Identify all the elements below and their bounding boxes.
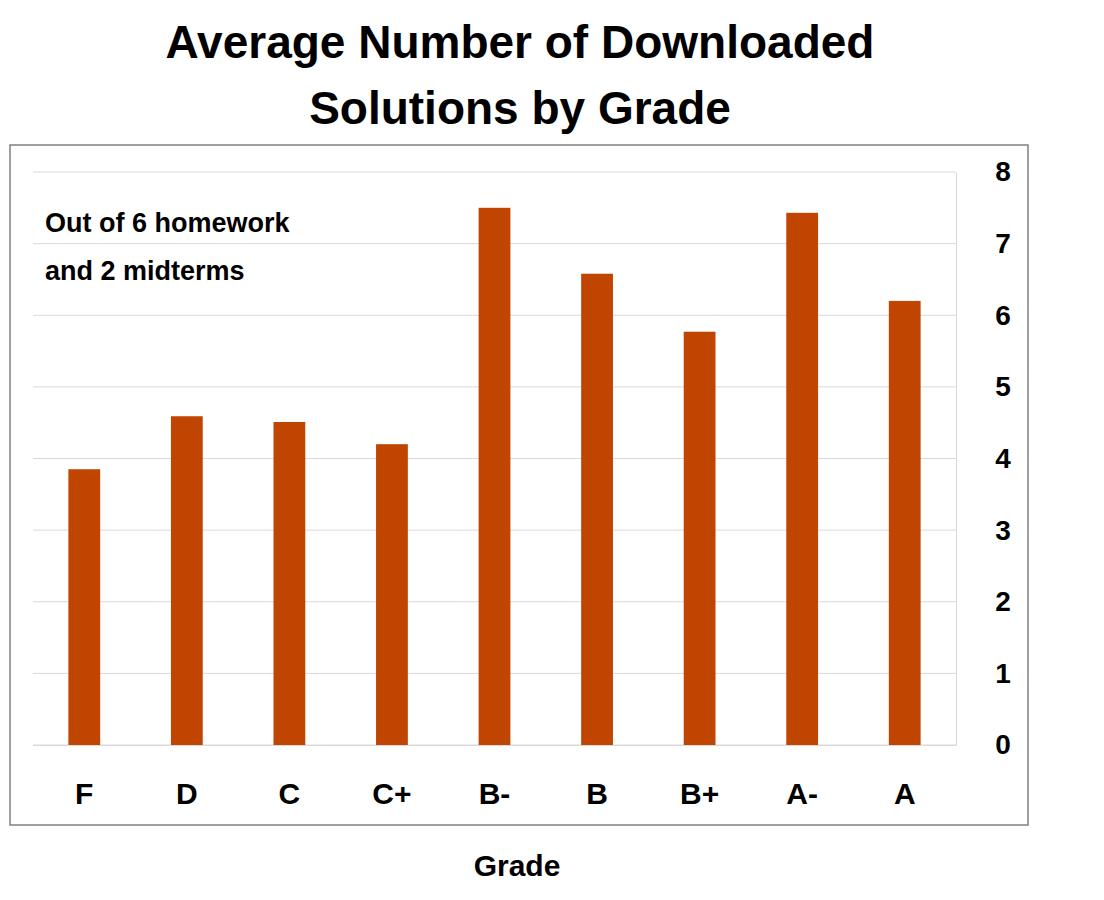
bar xyxy=(581,274,613,745)
title: Average Number of DownloadedSolutions by… xyxy=(166,16,875,134)
y-tick-label: 5 xyxy=(995,371,1011,402)
chart: 0 1 2 3 4 5 6 7 8 F D C C+ B- B B+ A- A Average Number of … xyxy=(0,0,1104,900)
y-tick-label: 6 xyxy=(995,300,1011,331)
x-tick: D xyxy=(176,745,198,810)
x-tick: B xyxy=(586,745,608,810)
x-tick: B- xyxy=(479,745,511,810)
y-tick-label: 8 xyxy=(995,156,1011,187)
x-tick-label: B+ xyxy=(680,777,719,810)
bar xyxy=(684,332,716,745)
x-axis: F D C C+ B- B B+ A- A xyxy=(34,745,957,810)
frame xyxy=(10,145,1028,825)
bar xyxy=(479,208,511,745)
y-tick: 5 xyxy=(956,371,1011,402)
bar xyxy=(171,416,203,745)
x-tick: C+ xyxy=(372,745,411,810)
x-tick-label: A xyxy=(894,777,916,810)
y-tick-label: 0 xyxy=(995,729,1011,760)
y-tick: 8 xyxy=(956,156,1011,187)
grid-line xyxy=(33,172,956,173)
y-tick: 1 xyxy=(956,658,1011,689)
x-tick-label: B- xyxy=(479,777,511,810)
y-axis-line xyxy=(956,173,957,746)
x-tick: A- xyxy=(786,745,818,810)
annotation: Out of 6 homeworkand 2 midterms xyxy=(45,208,291,286)
x-tick: A xyxy=(894,745,916,810)
y-tick: 2 xyxy=(956,586,1011,617)
grid xyxy=(33,172,956,745)
x-axis-line xyxy=(34,745,957,746)
x-tick-label: A- xyxy=(786,777,818,810)
bar xyxy=(786,213,818,745)
y-tick-label: 1 xyxy=(995,658,1011,689)
x-axis-title: Grade xyxy=(474,849,561,882)
x-tick: F xyxy=(75,745,93,810)
x-tick: C xyxy=(279,745,301,810)
x-tick-label: F xyxy=(75,777,93,810)
x-tick-label: D xyxy=(176,777,198,810)
bar xyxy=(273,422,305,745)
y-tick-label: 7 xyxy=(995,228,1011,259)
bar xyxy=(376,444,408,745)
y-tick-label: 3 xyxy=(995,515,1011,546)
y-tick: 4 xyxy=(956,443,1011,474)
x-tick-label: C xyxy=(279,777,301,810)
y-axis: 0 1 2 3 4 5 6 7 8 xyxy=(956,156,1011,760)
y-tick: 6 xyxy=(956,300,1011,331)
x-tick-label: B xyxy=(586,777,608,810)
y-tick: 7 xyxy=(956,228,1011,259)
y-tick-label: 2 xyxy=(995,586,1011,617)
bar xyxy=(68,469,100,745)
y-tick: 0 xyxy=(956,729,1011,760)
bars xyxy=(68,208,920,745)
x-tick: B+ xyxy=(680,745,719,810)
y-tick-label: 4 xyxy=(995,443,1011,474)
y-tick: 3 xyxy=(956,515,1011,546)
x-tick-label: C+ xyxy=(372,777,411,810)
bar xyxy=(889,301,921,745)
